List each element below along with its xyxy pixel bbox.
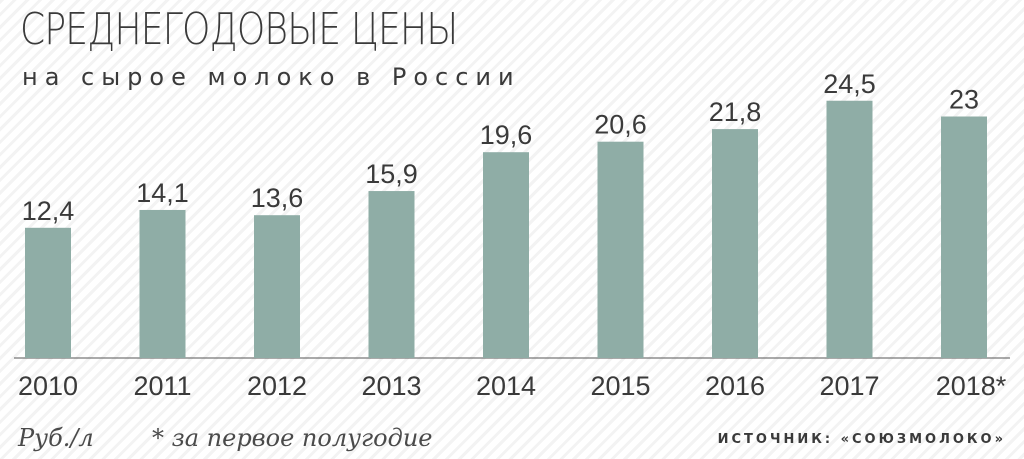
bar-2012 — [254, 215, 300, 358]
x-tick-label: 2013 — [361, 371, 421, 401]
bar-2016 — [712, 129, 758, 358]
bar-2015 — [597, 141, 644, 358]
bar-2010 — [25, 227, 71, 358]
value-label: 13,6 — [251, 183, 304, 213]
x-tick-label: 2015 — [590, 371, 650, 401]
value-label: 14,1 — [136, 178, 189, 208]
value-label: 19,6 — [480, 120, 533, 150]
bar-2017 — [826, 100, 873, 358]
bar-2013 — [368, 191, 415, 358]
x-tick-label: 2016 — [705, 371, 765, 401]
x-tick-label: 2018* — [936, 371, 1007, 401]
value-label: 21,8 — [709, 97, 762, 127]
x-tick-label: 2017 — [819, 371, 879, 401]
value-label: 24,5 — [823, 69, 876, 99]
source-label: ИСТОЧНИК: «СОЮЗМОЛОКО» — [717, 432, 1006, 447]
unit-label: Руб./л — [18, 424, 94, 452]
x-tick-label: 2014 — [476, 371, 536, 401]
value-label: 23 — [949, 85, 979, 115]
x-tick-label: 2011 — [133, 371, 191, 401]
chart-title: СРЕДНЕГОДОВЫЕ ЦЕНЫ — [20, 4, 458, 55]
x-tick-label: 2012 — [247, 371, 307, 401]
bar-2014 — [483, 152, 529, 358]
chart-subtitle: на сырое молоко в России — [22, 63, 521, 91]
x-tick-label: 2010 — [18, 371, 78, 401]
value-label: 12,4 — [22, 196, 75, 226]
bar-2011 — [139, 209, 186, 358]
value-label: 20,6 — [594, 110, 647, 140]
bar-2018* — [941, 116, 987, 358]
footnote: * за первое полугодие — [152, 424, 433, 452]
value-label: 15,9 — [365, 159, 418, 189]
